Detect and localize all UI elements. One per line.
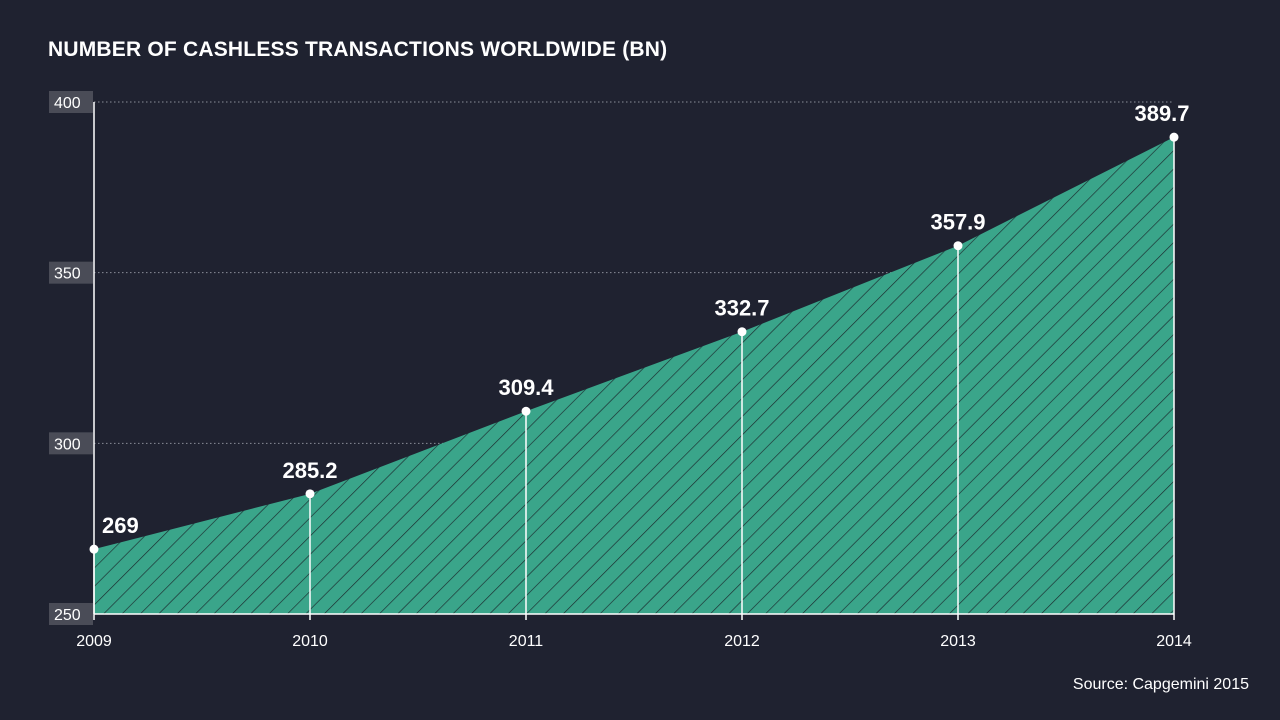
data-point xyxy=(89,544,99,554)
area-fill xyxy=(94,137,1174,614)
y-tick-label: 400 xyxy=(54,95,81,112)
tick-labels: 250 300 350 400 2009 2010 2011 2012 2013 2014 xyxy=(49,91,1192,650)
x-tick-label: 2013 xyxy=(940,633,976,650)
data-markers xyxy=(89,132,1179,554)
data-label: 285.2 xyxy=(282,458,337,483)
y-tick-bg xyxy=(49,261,93,284)
y-tick-bg xyxy=(49,603,93,625)
data-label: 332.7 xyxy=(714,296,769,321)
x-tick-label: 2012 xyxy=(724,633,760,650)
source-note: Source: Capgemini 2015 xyxy=(1072,676,1249,693)
y-tick: 250 xyxy=(49,603,93,625)
data-point xyxy=(953,241,963,251)
y-tick-label: 250 xyxy=(54,607,81,624)
axes xyxy=(93,102,1175,620)
data-label: 389.7 xyxy=(1134,101,1189,126)
data-point xyxy=(305,489,315,499)
area-series xyxy=(93,137,1175,614)
y-tick-bg xyxy=(49,91,93,113)
data-label: 357.9 xyxy=(930,210,985,235)
chart-title: NUMBER OF CASHLESS TRANSACTIONS WORLDWID… xyxy=(48,38,668,61)
x-tick-label: 2011 xyxy=(509,633,544,650)
data-point xyxy=(1169,132,1179,142)
data-point xyxy=(521,406,531,416)
y-tick-bg xyxy=(49,432,93,455)
x-tick-label: 2010 xyxy=(292,633,328,650)
y-tick: 300 xyxy=(49,432,93,455)
y-tick-label: 350 xyxy=(54,266,81,283)
y-tick: 400 xyxy=(49,91,93,113)
x-tick-label: 2014 xyxy=(1156,633,1192,650)
y-tick-label: 300 xyxy=(54,436,81,453)
x-tick-label: 2009 xyxy=(76,633,112,650)
data-labels: 269 285.2 309.4 332.7 357.9 389.7 xyxy=(102,101,1190,538)
y-tick: 350 xyxy=(49,261,93,284)
data-label: 309.4 xyxy=(498,375,554,400)
data-label: 269 xyxy=(102,513,139,538)
data-point xyxy=(737,327,747,337)
